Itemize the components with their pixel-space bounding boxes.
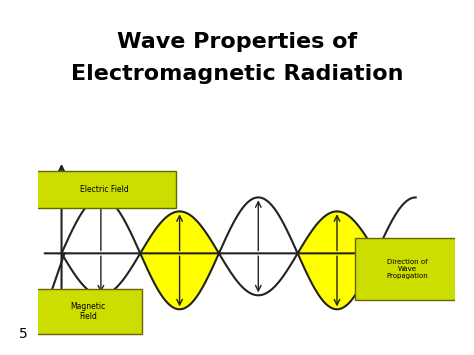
Text: Wave Properties of: Wave Properties of: [117, 32, 357, 52]
FancyBboxPatch shape: [34, 171, 175, 208]
Text: Electromagnetic Radiation: Electromagnetic Radiation: [71, 64, 403, 84]
FancyBboxPatch shape: [34, 289, 142, 334]
Text: 5: 5: [19, 327, 27, 341]
Text: Electric Field: Electric Field: [80, 185, 129, 194]
Text: Magnetic
Field: Magnetic Field: [70, 302, 106, 321]
Text: Direction of
Wave
Propagation: Direction of Wave Propagation: [386, 259, 428, 279]
FancyBboxPatch shape: [355, 237, 459, 300]
